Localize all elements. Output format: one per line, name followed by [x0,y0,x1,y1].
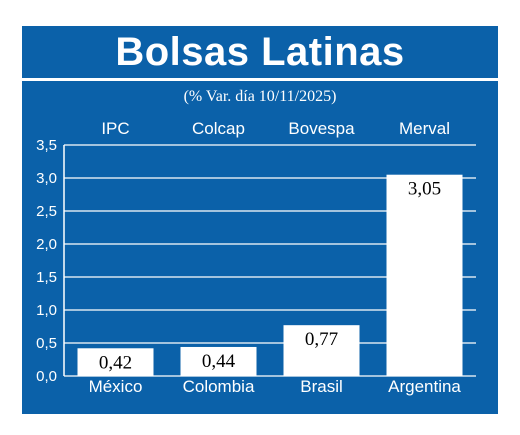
data-label: 3,05 [408,179,441,200]
data-label: 0,77 [305,329,338,350]
y-tick-label: 1,0 [36,302,57,319]
y-tick-label: 1,5 [36,269,57,286]
x-tick-label: Brasil [300,377,343,396]
data-label: 0,42 [99,352,132,373]
x-tick-label: Colombia [183,377,255,396]
x-tick-label: México [89,377,143,396]
bar [386,174,463,376]
y-tick-label: 0,5 [36,335,57,352]
index-name-label: IPC [101,119,129,138]
y-tick-label: 2,5 [36,203,57,220]
y-tick-label: 3,5 [36,137,57,154]
bar [283,325,360,376]
index-name-label: Merval [399,119,450,138]
bar [180,346,257,376]
y-tick-label: 2,0 [36,236,57,253]
chart-title: Bolsas Latinas [115,29,405,74]
data-label: 0,44 [202,351,236,372]
y-tick-label: 0,0 [36,368,57,385]
index-name-label: Bovespa [288,119,355,138]
index-name-label: Colcap [192,119,245,138]
y-tick-label: 3,0 [36,170,57,187]
title-bar: Bolsas Latinas [22,26,498,81]
x-tick-label: Argentina [388,377,461,396]
bar [77,348,154,376]
chart-subtitle: (% Var. día 10/11/2025) [183,88,337,105]
